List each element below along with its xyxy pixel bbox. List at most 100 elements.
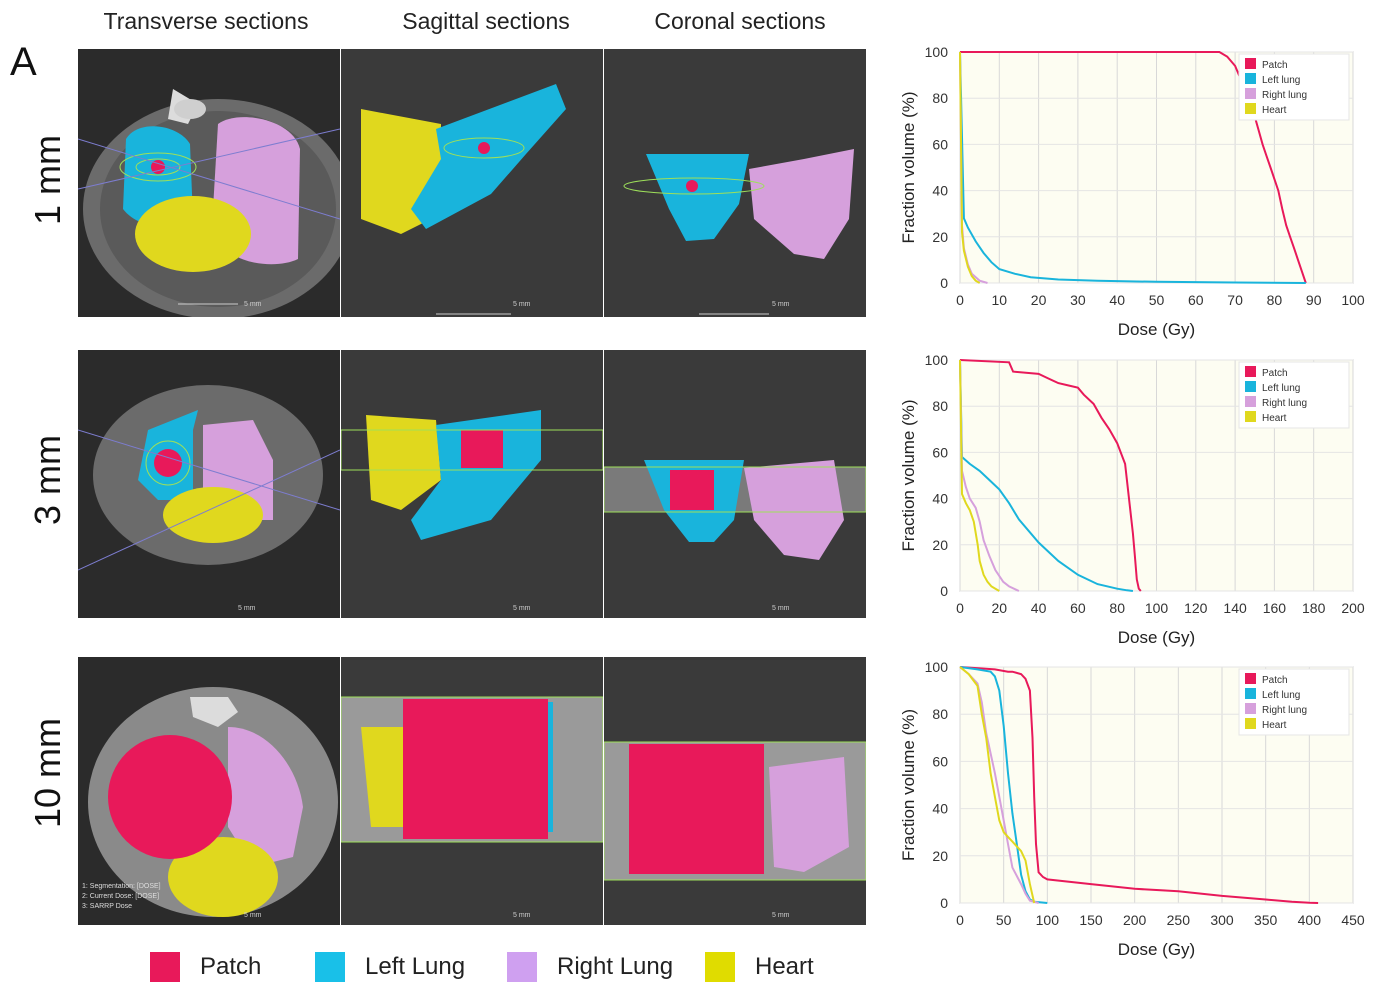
- y-tick-label: 100: [925, 44, 949, 60]
- y-tick-label: 0: [940, 583, 948, 599]
- y-tick-label: 60: [932, 444, 948, 460]
- dvh-chart-10mm: 0 50 100 150 200 250 300 350 400 450 0 20 40 60 80 100 D…: [899, 659, 1365, 959]
- x-tick-label: 50: [1149, 292, 1165, 308]
- ct-sagittal-3mm: 5 mm: [341, 350, 603, 618]
- scale-bar-label: 5 mm: [513, 605, 531, 612]
- y-tick-label: 40: [932, 801, 948, 817]
- series-line-patch: [959, 359, 1142, 592]
- x-tick-label: 250: [1167, 912, 1191, 928]
- x-tick-label: 350: [1254, 912, 1278, 928]
- ct-sagittal-10mm: 5 mm: [341, 657, 603, 925]
- series-line-left-lung: [959, 359, 1134, 592]
- legend-label-right-lung: Right Lung: [557, 953, 674, 980]
- chart-legend-label: Heart: [1262, 413, 1287, 424]
- x-tick-label: 50: [996, 912, 1012, 928]
- series-line-right-lung: [959, 359, 1020, 592]
- y-tick-label: 40: [932, 491, 948, 507]
- chart-legend-swatch: [1245, 673, 1256, 684]
- row-label-3mm-text: 3 mm: [27, 435, 68, 525]
- series-line-patch: [959, 666, 1319, 904]
- y-axis-label: Fraction volume (%): [899, 709, 918, 861]
- series-line-heart: [959, 359, 1000, 592]
- x-tick-label: 0: [956, 912, 964, 928]
- ct-sagittal-1mm: 5 mm: [341, 49, 603, 317]
- chart-legend: [1238, 668, 1350, 736]
- y-tick-label: 80: [932, 90, 948, 106]
- x-tick-label: 0: [956, 292, 964, 308]
- chart-legend-label: Right lung: [1262, 398, 1307, 409]
- scale-bar-label: 5 mm: [772, 605, 790, 612]
- chart-legend-swatch: [1245, 73, 1256, 84]
- legend-label-left-lung: Left Lung: [365, 953, 466, 980]
- figure-legend: Patch Left Lung Right Lung Heart: [150, 952, 850, 992]
- x-tick-label: 200: [1341, 600, 1365, 616]
- scale-bar-label: 5 mm: [238, 605, 256, 612]
- chart-legend: [1238, 361, 1350, 429]
- chart-legend-swatch: [1245, 366, 1256, 377]
- chart-legend-swatch: [1245, 381, 1256, 392]
- row-label-10mm: 10 mm: [18, 693, 78, 853]
- x-tick-label: 20: [1031, 292, 1047, 308]
- row-label-3mm: 3 mm: [18, 400, 78, 560]
- y-tick-label: 80: [932, 706, 948, 722]
- column-title-transverse: Transverse sections: [103, 8, 309, 34]
- x-axis-label: Dose (Gy): [1118, 628, 1195, 647]
- legend-item-heart: Heart: [705, 952, 814, 982]
- scale-bar-label: 5 mm: [772, 301, 790, 308]
- chart-legend-swatch: [1245, 411, 1256, 422]
- chart-legend-label: Patch: [1262, 60, 1288, 71]
- series-line-patch: [960, 51, 1307, 284]
- y-tick-label: 0: [940, 275, 948, 291]
- chart-legend-swatch: [1245, 88, 1256, 99]
- column-title-coronal: Coronal sections: [654, 8, 826, 34]
- scale-bar-label: 5 mm: [513, 912, 531, 919]
- x-tick-label: 80: [1109, 600, 1125, 616]
- ct-transverse-3mm: 5 mm: [78, 350, 340, 618]
- x-tick-label: 100: [1036, 912, 1060, 928]
- x-tick-label: 70: [1227, 292, 1243, 308]
- y-tick-label: 20: [932, 537, 948, 553]
- x-tick-label: 180: [1302, 600, 1326, 616]
- x-tick-label: 200: [1123, 912, 1147, 928]
- x-tick-label: 60: [1070, 600, 1086, 616]
- chart-legend-label: Heart: [1262, 105, 1287, 116]
- row-label-1mm-text: 1 mm: [27, 135, 68, 225]
- legend-swatch-heart: [705, 952, 735, 982]
- chart-legend-label: Left lung: [1262, 383, 1300, 394]
- y-tick-label: 20: [932, 229, 948, 245]
- y-tick-label: 100: [925, 352, 949, 368]
- chart-legend-swatch: [1245, 103, 1256, 114]
- chart-legend-swatch: [1245, 396, 1256, 407]
- chart-legend: [1238, 53, 1350, 121]
- x-tick-label: 90: [1306, 292, 1322, 308]
- chart-legend-label: Patch: [1262, 675, 1288, 686]
- column-title-sagittal: Sagittal sections: [402, 8, 570, 34]
- chart-legend-label: Heart: [1262, 720, 1287, 731]
- x-tick-label: 450: [1341, 912, 1365, 928]
- legend-swatch-left-lung: [315, 952, 345, 982]
- ct-transverse-10mm: 1: Segmentation: [DOSE] 2: Current Dose:…: [78, 657, 340, 925]
- series-line-heart: [959, 51, 981, 284]
- legend-label-patch: Patch: [200, 953, 262, 980]
- x-tick-label: 80: [1267, 292, 1283, 308]
- x-tick-label: 400: [1298, 912, 1322, 928]
- chart-legend-swatch: [1245, 58, 1256, 69]
- x-tick-label: 140: [1223, 600, 1247, 616]
- series-line-heart: [959, 666, 1036, 904]
- ct-coronal-10mm: 5 mm: [604, 657, 866, 925]
- y-tick-label: 60: [932, 136, 948, 152]
- x-tick-label: 300: [1210, 912, 1234, 928]
- row-label-10mm-text: 10 mm: [27, 717, 68, 829]
- x-axis-label: Dose (Gy): [1118, 940, 1195, 959]
- chart-legend-swatch: [1245, 688, 1256, 699]
- y-tick-label: 80: [932, 398, 948, 414]
- x-tick-label: 20: [992, 600, 1008, 616]
- y-axis-label: Fraction volume (%): [899, 399, 918, 551]
- chart-legend-label: Right lung: [1262, 705, 1307, 716]
- legend-item-left-lung: Left Lung: [315, 952, 465, 982]
- panel-letter: A: [10, 40, 37, 84]
- legend-item-patch: Patch: [150, 952, 261, 982]
- scale-bar-label: 5 mm: [772, 912, 790, 919]
- scale-bar-label: 5 mm: [244, 301, 262, 308]
- dvh-chart-1mm: 0 10 20 30 40 50 60 70 80 90 100 0 20 40 60 80 100 Dose (…: [899, 44, 1365, 339]
